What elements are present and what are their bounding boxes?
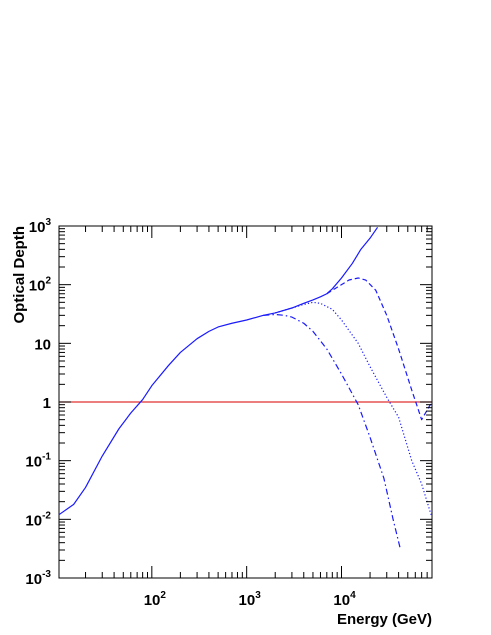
y-tick-label: 10 <box>34 336 51 353</box>
y-tick-label: 1 <box>43 395 51 412</box>
series-dashdot-line <box>263 313 402 551</box>
y-tick-label: 10-1 <box>25 452 51 471</box>
y-tick-label: 102 <box>29 276 52 295</box>
y-axis-title: Optical Depth <box>11 226 28 324</box>
series-dashed-line <box>326 277 432 421</box>
x-tick-label: 103 <box>239 590 262 609</box>
y-tick-label: 10-2 <box>25 510 51 529</box>
series-layer <box>58 226 432 551</box>
series-solid-line <box>58 226 379 516</box>
x-tick-label: 102 <box>144 590 167 609</box>
y-tick-label: 103 <box>29 217 52 236</box>
series-dotted-line <box>275 301 432 515</box>
x-tick-label: 104 <box>333 590 356 609</box>
axis-layer: 102 103 104 10-3 10-2 10-1 1 10 102 103 <box>25 217 433 609</box>
x-axis-title: Energy (GeV) <box>337 611 432 628</box>
y-tick-label: 10-3 <box>25 569 51 588</box>
